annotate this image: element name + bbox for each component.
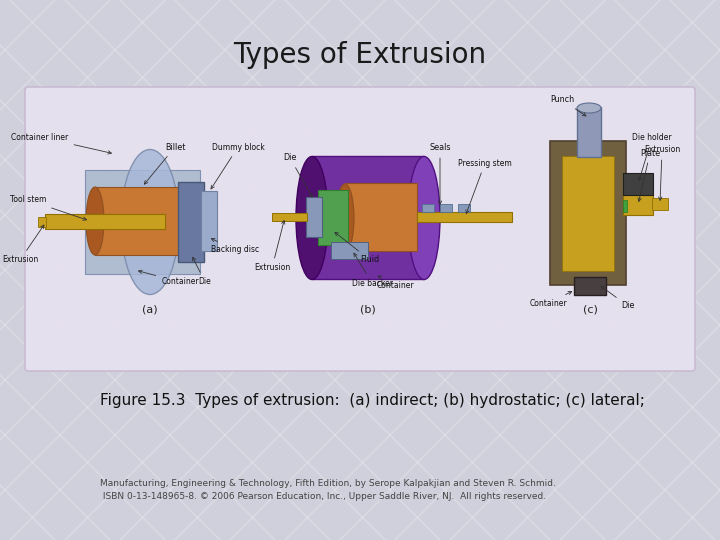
FancyBboxPatch shape: [38, 217, 46, 227]
Text: Container: Container: [529, 292, 572, 307]
FancyBboxPatch shape: [312, 156, 424, 279]
Text: Plate: Plate: [638, 148, 660, 201]
FancyBboxPatch shape: [95, 187, 185, 255]
FancyBboxPatch shape: [25, 87, 695, 371]
FancyBboxPatch shape: [306, 197, 322, 237]
Ellipse shape: [86, 187, 104, 255]
FancyBboxPatch shape: [623, 173, 653, 195]
FancyBboxPatch shape: [550, 141, 626, 285]
FancyBboxPatch shape: [577, 107, 601, 157]
Text: Container liner: Container liner: [12, 132, 112, 154]
FancyBboxPatch shape: [652, 198, 668, 210]
Text: (a): (a): [142, 305, 158, 315]
Ellipse shape: [121, 150, 179, 294]
Text: Punch: Punch: [550, 96, 586, 116]
FancyBboxPatch shape: [345, 183, 417, 251]
Ellipse shape: [296, 157, 328, 280]
Text: Extrusion: Extrusion: [2, 225, 44, 265]
Text: Figure 15.3  Types of extrusion:  (a) indirect; (b) hydrostatic; (c) lateral;: Figure 15.3 Types of extrusion: (a) indi…: [100, 393, 645, 408]
Text: Fluid: Fluid: [335, 232, 379, 265]
FancyBboxPatch shape: [318, 190, 348, 245]
Text: Container: Container: [138, 270, 199, 287]
Text: Tool stem: Tool stem: [10, 195, 86, 220]
FancyBboxPatch shape: [440, 204, 452, 212]
FancyBboxPatch shape: [331, 242, 368, 259]
FancyBboxPatch shape: [85, 170, 200, 274]
FancyBboxPatch shape: [458, 204, 470, 212]
FancyBboxPatch shape: [272, 213, 307, 221]
FancyBboxPatch shape: [201, 191, 217, 251]
Text: Extrusion: Extrusion: [254, 221, 290, 273]
Text: Die: Die: [601, 286, 635, 310]
Text: Types of Extrusion: Types of Extrusion: [233, 41, 487, 69]
Text: (b): (b): [360, 305, 376, 315]
FancyBboxPatch shape: [178, 182, 204, 262]
FancyBboxPatch shape: [422, 204, 434, 212]
FancyBboxPatch shape: [562, 156, 614, 271]
Text: Seals: Seals: [429, 144, 451, 204]
Text: Backing disc: Backing disc: [211, 239, 259, 254]
Text: (c): (c): [582, 305, 598, 315]
Text: Billet: Billet: [145, 143, 185, 184]
Text: Die backer: Die backer: [351, 253, 392, 287]
Ellipse shape: [198, 196, 212, 246]
Ellipse shape: [336, 184, 354, 252]
FancyBboxPatch shape: [574, 277, 606, 295]
Text: Die: Die: [283, 153, 312, 197]
FancyBboxPatch shape: [623, 195, 653, 215]
Text: Dummy block: Dummy block: [211, 143, 264, 189]
Text: Pressing stem: Pressing stem: [458, 159, 512, 213]
Text: Manufacturing, Engineering & Technology, Fifth Edition, by Serope Kalpakjian and: Manufacturing, Engineering & Technology,…: [100, 479, 556, 501]
Ellipse shape: [577, 103, 601, 113]
Text: Extrusion: Extrusion: [644, 145, 680, 200]
Text: Die holder: Die holder: [632, 133, 672, 180]
Ellipse shape: [408, 157, 440, 280]
FancyBboxPatch shape: [417, 212, 512, 222]
FancyBboxPatch shape: [623, 200, 627, 212]
Text: Die: Die: [193, 258, 212, 287]
FancyBboxPatch shape: [45, 214, 165, 229]
Text: Container: Container: [376, 276, 414, 291]
